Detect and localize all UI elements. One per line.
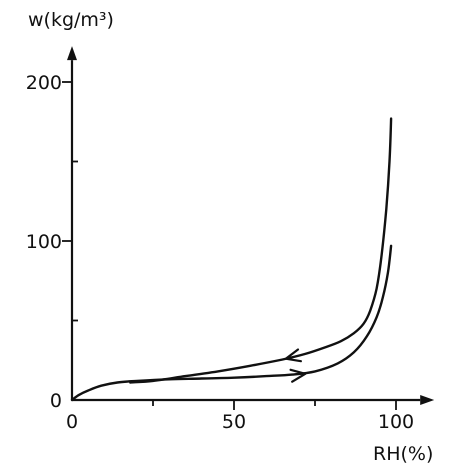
desorption-arrow [284,348,302,363]
y-tick-label: 200 [26,72,62,94]
x-axis-title: RH(%) [373,443,433,465]
major-ticks [62,81,397,410]
desorption-curve [129,117,393,384]
x-axis-arrowhead [420,395,435,405]
tick-labels: 0 50 100 0 100 200 [26,72,414,433]
minor-ticks [72,160,316,406]
x-tick-label: 100 [378,411,414,433]
y-axis-arrowhead [67,46,77,61]
axes [67,46,435,405]
adsorption-arrow [289,368,307,383]
curve-arrows [284,348,307,383]
curves [70,117,393,402]
adsorption-curve [70,244,393,402]
y-tick-label: 100 [26,231,62,253]
y-tick-label: 0 [50,390,62,412]
y-axis-title: w(kg/m³) [28,9,114,31]
x-tick-label: 0 [66,411,78,433]
x-tick-label: 50 [222,411,246,433]
